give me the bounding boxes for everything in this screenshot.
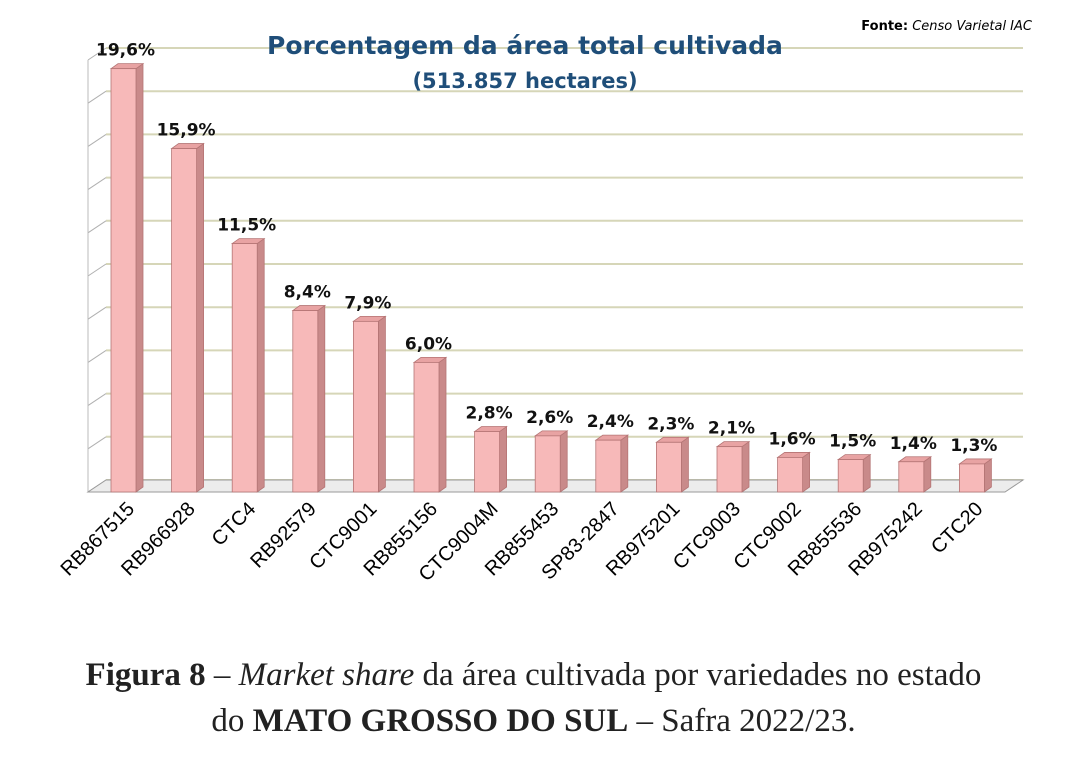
- bar-front: [716, 446, 743, 493]
- bar-side: [377, 315, 386, 493]
- bar-side: [620, 434, 629, 493]
- chart-area: 19,6% 15,9% 11,5% 8,4% 7,9% 6,0% 2,8% 2,6% 2,4% 2…: [57, 19, 1033, 586]
- source-label: Fonte:: [861, 19, 908, 34]
- side-gridline: [87, 436, 107, 450]
- bar-front: [595, 439, 622, 493]
- bar-front: [171, 148, 198, 493]
- source-value: Censo Varietal IAC: [912, 19, 1033, 34]
- bar: [170, 142, 205, 493]
- data-label: 2,4%: [587, 412, 634, 432]
- x-tick-label: CTC20: [927, 498, 987, 558]
- bar-front: [413, 361, 440, 493]
- data-label: 1,6%: [769, 429, 816, 449]
- bar-front: [898, 461, 925, 493]
- side-gridline: [87, 177, 107, 191]
- bar-side: [559, 430, 568, 493]
- side-gridline: [87, 349, 107, 363]
- data-label: 7,9%: [344, 293, 391, 313]
- bar: [533, 430, 569, 493]
- bar: [836, 453, 872, 493]
- bar-side: [984, 458, 992, 493]
- caption-state: MATO GROSSO DO SUL: [252, 703, 629, 739]
- data-label: 8,4%: [284, 283, 331, 303]
- bar-side: [499, 425, 508, 493]
- chart-source: Fonte: Censo Varietal IAC: [861, 19, 1033, 34]
- data-label: 6,0%: [405, 334, 452, 354]
- data-label: 1,3%: [950, 436, 997, 456]
- bar-front: [231, 243, 258, 493]
- bar: [109, 62, 145, 493]
- bar-side: [862, 453, 871, 493]
- chart-subtitle: (513.857 hectares): [412, 69, 637, 93]
- bar-front: [534, 435, 561, 493]
- bar-front: [474, 431, 501, 493]
- bar: [291, 304, 327, 493]
- bar: [412, 356, 448, 493]
- side-gridline: [87, 306, 107, 320]
- data-label: 1,4%: [890, 434, 937, 454]
- bar: [655, 436, 690, 493]
- bar: [776, 451, 811, 493]
- bar-front: [777, 457, 803, 493]
- bar-front: [837, 459, 864, 493]
- data-label: 2,8%: [466, 404, 513, 424]
- bar: [230, 237, 266, 493]
- caption-line-2: do MATO GROSSO DO SUL – Safra 2022/23.: [0, 698, 1067, 744]
- bar-side: [802, 451, 810, 493]
- data-label: 2,6%: [526, 408, 573, 428]
- bar-side: [681, 436, 689, 493]
- caption-dash-1: –: [205, 657, 239, 693]
- side-gridline: [87, 263, 107, 277]
- bar-front: [959, 463, 985, 493]
- bar-side: [923, 455, 932, 493]
- x-tick-label: CTC4: [208, 498, 260, 550]
- data-label: 11,5%: [217, 216, 276, 236]
- caption-text-3: – Safra 2022/23.: [628, 703, 856, 739]
- bar-side: [196, 142, 205, 493]
- side-gridline: [87, 393, 107, 407]
- data-label: 1,5%: [829, 432, 876, 452]
- side-gridline: [87, 47, 107, 61]
- data-label: 2,1%: [708, 419, 755, 439]
- bar-front: [352, 320, 379, 493]
- bar-side: [438, 356, 447, 493]
- chart-title: Porcentagem da área total cultivada: [267, 31, 783, 60]
- figure-caption: Figura 8 – Market share da área cultivad…: [0, 652, 1067, 744]
- data-label: 15,9%: [157, 121, 216, 141]
- bar-side: [317, 304, 326, 493]
- bar: [352, 315, 387, 493]
- bar: [715, 440, 751, 493]
- bar-side: [135, 62, 144, 493]
- bar: [473, 425, 508, 493]
- bar-front: [292, 310, 319, 493]
- caption-line-1: Figura 8 – Market share da área cultivad…: [0, 652, 1067, 698]
- caption-text-2: do: [211, 703, 253, 739]
- caption-italic: Market share: [238, 657, 415, 693]
- caption-text-1: da área cultivada por variedades no esta…: [414, 657, 982, 693]
- data-label: 2,3%: [647, 414, 694, 434]
- bar: [897, 455, 933, 493]
- bar-side: [741, 440, 750, 493]
- side-gridline: [87, 90, 107, 104]
- data-labels: 19,6% 15,9% 11,5% 8,4% 7,9% 6,0% 2,8% 2,6% 2,4% 2…: [96, 41, 997, 456]
- bar-side: [256, 237, 265, 493]
- bar: [594, 434, 630, 493]
- caption-figure-label: Figura 8: [85, 657, 206, 693]
- bars: [109, 62, 993, 493]
- bar: [958, 458, 993, 493]
- bar-front: [656, 441, 682, 493]
- bar-chart: 19,6% 15,9% 11,5% 8,4% 7,9% 6,0% 2,8% 2,6% 2,4% 2…: [57, 19, 1033, 586]
- data-label: 19,6%: [96, 41, 155, 61]
- bar-front: [110, 68, 137, 493]
- side-gridline: [87, 220, 107, 234]
- side-gridline: [87, 133, 107, 147]
